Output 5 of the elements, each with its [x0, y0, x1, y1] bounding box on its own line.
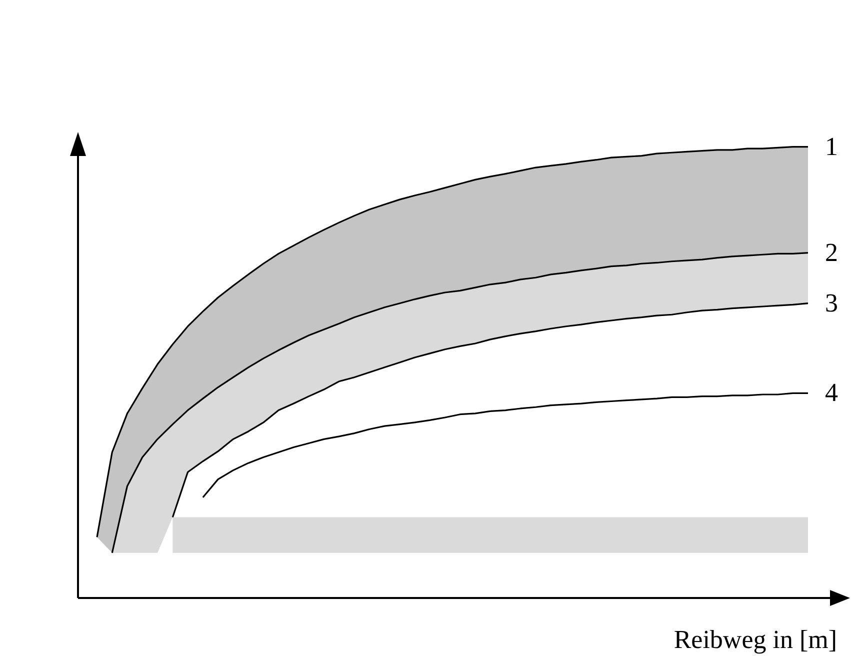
series-label: 3 [825, 288, 838, 318]
x-axis-title: Reibweg in [m] [674, 625, 837, 654]
series-label: 4 [825, 378, 838, 408]
series-label: 1 [825, 132, 838, 161]
series-label: 2 [825, 238, 838, 267]
